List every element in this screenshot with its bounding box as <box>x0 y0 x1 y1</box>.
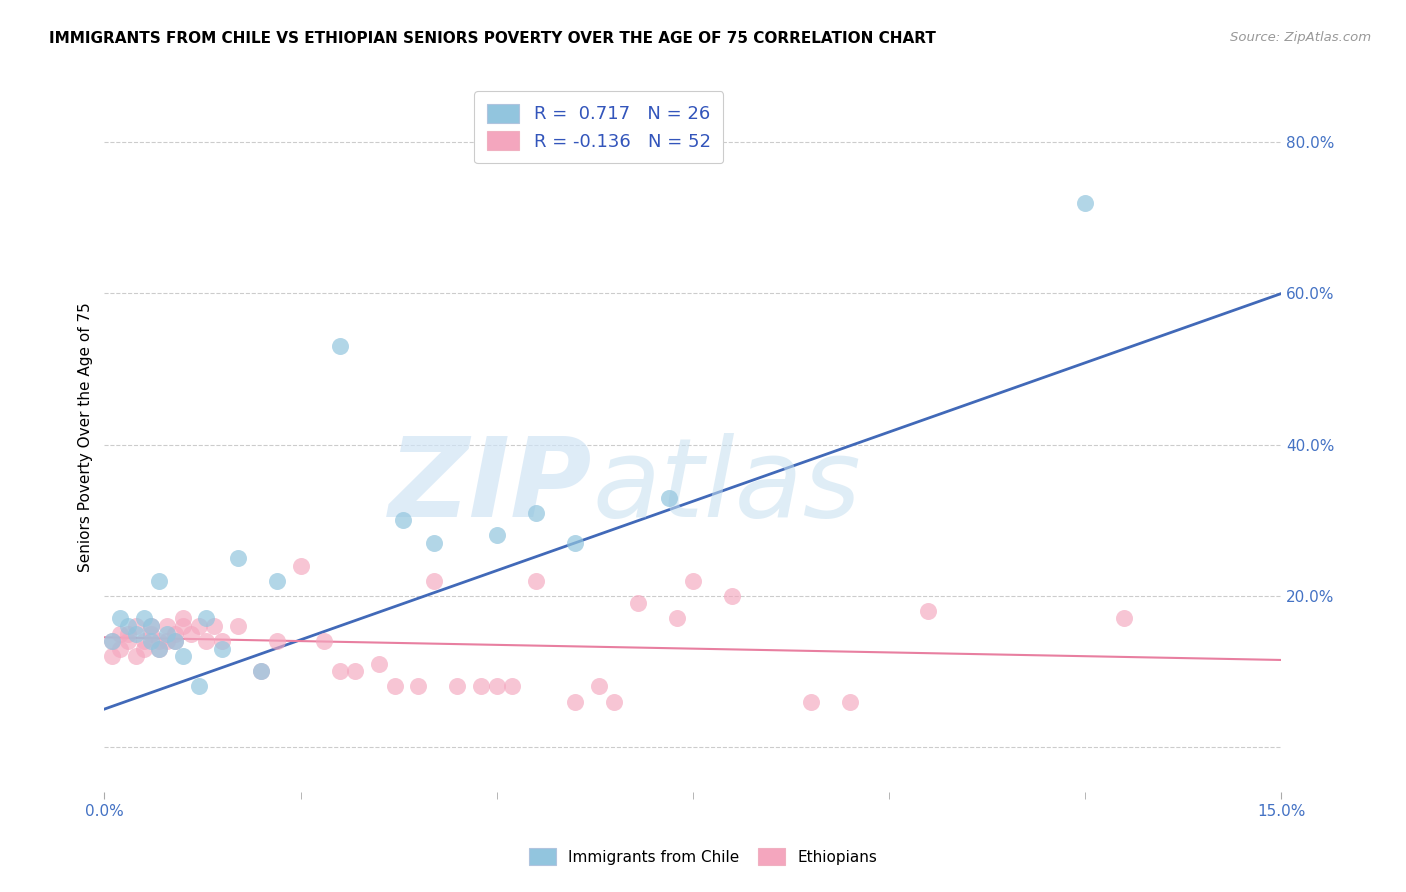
Point <box>148 574 170 588</box>
Point <box>368 657 391 671</box>
Point <box>423 574 446 588</box>
Point <box>485 528 508 542</box>
Point <box>1114 611 1136 625</box>
Point <box>141 626 163 640</box>
Point <box>172 619 194 633</box>
Text: IMMIGRANTS FROM CHILE VS ETHIOPIAN SENIORS POVERTY OVER THE AGE OF 75 CORRELATIO: IMMIGRANTS FROM CHILE VS ETHIOPIAN SENIO… <box>49 31 936 46</box>
Point <box>211 634 233 648</box>
Point <box>250 665 273 679</box>
Point <box>384 680 406 694</box>
Point <box>125 619 148 633</box>
Point <box>501 680 523 694</box>
Point <box>141 619 163 633</box>
Point <box>226 619 249 633</box>
Text: Source: ZipAtlas.com: Source: ZipAtlas.com <box>1230 31 1371 45</box>
Point <box>125 626 148 640</box>
Point <box>266 574 288 588</box>
Point <box>314 634 336 648</box>
Point <box>108 626 131 640</box>
Point <box>117 626 139 640</box>
Point <box>564 536 586 550</box>
Point <box>156 626 179 640</box>
Point <box>148 634 170 648</box>
Point <box>108 611 131 625</box>
Point <box>163 634 186 648</box>
Point <box>226 551 249 566</box>
Point <box>721 589 744 603</box>
Point <box>148 641 170 656</box>
Point <box>1074 195 1097 210</box>
Point <box>132 634 155 648</box>
Point <box>446 680 468 694</box>
Point <box>141 634 163 648</box>
Point <box>195 634 218 648</box>
Point <box>406 680 429 694</box>
Point <box>666 611 689 625</box>
Point <box>163 626 186 640</box>
Point <box>156 619 179 633</box>
Point <box>101 634 124 648</box>
Point <box>290 558 312 573</box>
Text: atlas: atlas <box>593 434 862 541</box>
Point <box>329 339 352 353</box>
Point <box>125 649 148 664</box>
Point <box>682 574 704 588</box>
Point <box>211 641 233 656</box>
Point <box>132 641 155 656</box>
Point <box>329 665 352 679</box>
Point <box>141 619 163 633</box>
Point <box>156 634 179 648</box>
Point <box>800 694 823 708</box>
Point <box>101 634 124 648</box>
Point <box>132 611 155 625</box>
Point <box>423 536 446 550</box>
Point <box>108 641 131 656</box>
Point <box>172 611 194 625</box>
Text: ZIP: ZIP <box>389 434 593 541</box>
Point <box>172 649 194 664</box>
Point <box>344 665 367 679</box>
Legend: R =  0.717   N = 26, R = -0.136   N = 52: R = 0.717 N = 26, R = -0.136 N = 52 <box>474 91 723 163</box>
Point <box>470 680 492 694</box>
Point <box>117 619 139 633</box>
Point <box>148 641 170 656</box>
Point <box>627 596 650 610</box>
Point <box>485 680 508 694</box>
Point <box>524 506 547 520</box>
Y-axis label: Seniors Poverty Over the Age of 75: Seniors Poverty Over the Age of 75 <box>79 302 93 572</box>
Point <box>658 491 681 505</box>
Point <box>250 665 273 679</box>
Point <box>202 619 225 633</box>
Point <box>588 680 610 694</box>
Point <box>266 634 288 648</box>
Point <box>564 694 586 708</box>
Point <box>917 604 939 618</box>
Point <box>101 649 124 664</box>
Point <box>187 680 209 694</box>
Point <box>117 634 139 648</box>
Point <box>195 611 218 625</box>
Point <box>180 626 202 640</box>
Point <box>163 634 186 648</box>
Point <box>187 619 209 633</box>
Point <box>524 574 547 588</box>
Point <box>603 694 626 708</box>
Legend: Immigrants from Chile, Ethiopians: Immigrants from Chile, Ethiopians <box>523 842 883 871</box>
Point <box>391 513 413 527</box>
Point <box>838 694 860 708</box>
